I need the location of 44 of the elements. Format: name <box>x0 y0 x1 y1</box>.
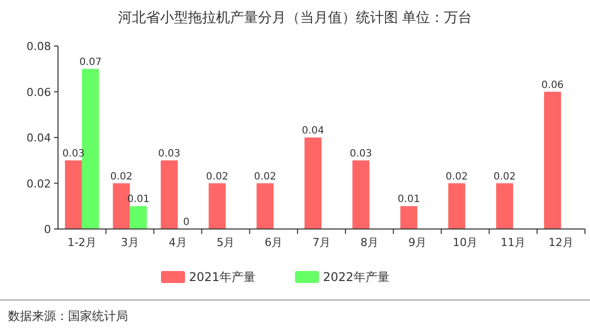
bar <box>64 160 82 229</box>
bar <box>448 183 466 229</box>
bar <box>256 183 274 229</box>
x-tick-label: 11月 <box>500 236 526 249</box>
data-label: 0.06 <box>541 80 564 91</box>
bar <box>112 183 130 229</box>
data-label: 0.03 <box>350 148 372 160</box>
data-label: 0.02 <box>206 171 228 182</box>
legend-label: 2022年产量 <box>323 270 390 284</box>
data-label: 0.07 <box>79 56 102 68</box>
x-tick-label: 5月 <box>216 236 235 249</box>
x-tick-label: 7月 <box>312 236 330 249</box>
legend-label: 2021年产量 <box>189 270 256 284</box>
x-tick-label: 12月 <box>548 236 574 249</box>
bar <box>304 138 322 229</box>
x-tick-label: 8月 <box>360 236 378 249</box>
bar <box>544 92 562 229</box>
y-tick-label: 0.02 <box>26 177 51 190</box>
source-note: 数据来源：国家统计局 <box>8 309 128 323</box>
data-label: 0.02 <box>110 171 132 182</box>
data-label: 0.02 <box>254 171 276 182</box>
y-tick-label: 0 <box>44 223 51 236</box>
bar <box>208 183 226 229</box>
y-tick-label: 0.08 <box>26 40 51 53</box>
x-tick-label: 1-2月 <box>67 236 96 249</box>
y-tick-label: 0.06 <box>26 86 51 99</box>
bar <box>400 206 418 229</box>
data-label: 0.01 <box>398 194 420 206</box>
x-tick-label: 10月 <box>452 236 478 249</box>
data-label: 0.04 <box>302 126 324 136</box>
chart-title: 河北省小型拖拉机产量分月（当月值）统计图 单位：万台 <box>118 10 472 26</box>
x-tick-label: 6月 <box>264 236 283 249</box>
y-tick-label: 0.04 <box>26 132 51 144</box>
bar <box>352 160 370 229</box>
bar <box>130 206 147 229</box>
x-tick-label: 4月 <box>168 236 187 249</box>
x-tick-label: 3月 <box>120 236 139 249</box>
data-label: 0.02 <box>494 171 516 182</box>
x-tick-label: 9月 <box>408 236 426 249</box>
bar <box>160 160 178 229</box>
data-label: 0 <box>183 217 190 228</box>
data-label: 0.02 <box>446 171 468 182</box>
data-label: 0.03 <box>158 148 180 160</box>
bar <box>496 183 514 229</box>
